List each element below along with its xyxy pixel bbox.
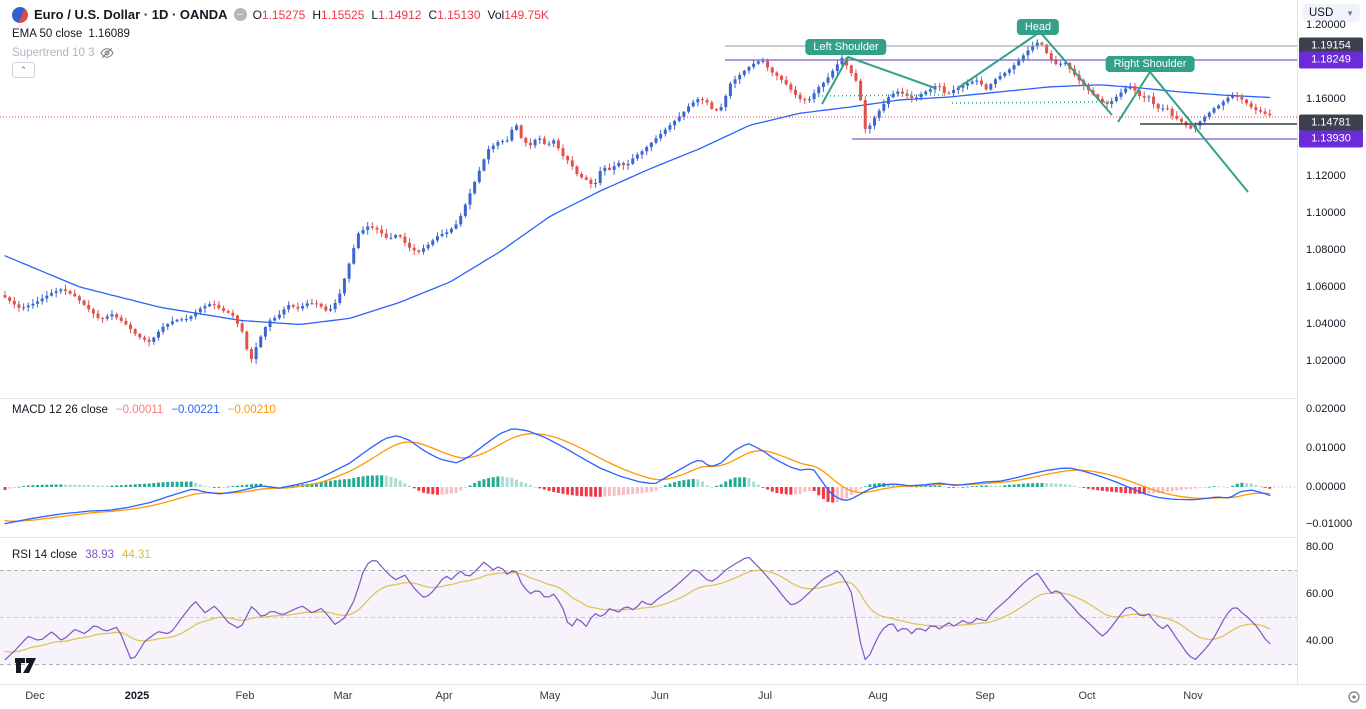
low-value: 1.14912 xyxy=(378,7,422,22)
price-axis[interactable] xyxy=(1297,0,1366,684)
open-label: O xyxy=(252,7,262,22)
macd-hist-value: −0.00011 xyxy=(115,404,164,416)
time-axis-label-feb: Feb xyxy=(235,690,255,702)
price-axis-tick: 1.10000 xyxy=(1306,207,1346,219)
price-axis-tick: 1.06000 xyxy=(1306,281,1346,293)
price-axis-tick: 1.20000 xyxy=(1306,19,1346,31)
time-axis-label-apr: Apr xyxy=(435,690,453,702)
price-level-label[interactable]: 1.19154 xyxy=(1299,37,1363,55)
price-axis-tick: 0.01000 xyxy=(1306,442,1346,454)
left-shoulder-badge[interactable]: Left Shoulder xyxy=(805,39,887,55)
macd-legend-row[interactable]: MACD 12 26 close −0.00011 −0.00221 −0.00… xyxy=(12,404,276,416)
tradingview-logo[interactable] xyxy=(14,655,40,675)
rsi-line xyxy=(4,556,1271,661)
time-axis-label-jun: Jun xyxy=(651,690,669,702)
time-axis-label-nov: Nov xyxy=(1183,690,1203,702)
currency-label: USD xyxy=(1309,7,1334,19)
price-axis-tick: 1.04000 xyxy=(1306,318,1346,330)
macd-line xyxy=(4,428,1271,525)
price-level-label[interactable]: 1.18249 xyxy=(1299,51,1363,69)
pane-divider-macd[interactable] xyxy=(0,398,1366,399)
volume-label: Vol xyxy=(487,7,505,22)
price-axis-currency-dropdown[interactable]: USD ▼ xyxy=(1303,4,1360,22)
ohlc-values: O1.15275 H1.15525 L1.14912 C1.15130 Vol1… xyxy=(253,8,549,22)
level-lines xyxy=(725,45,1297,140)
time-axis-label-aug: Aug xyxy=(868,690,888,702)
high-value: 1.15525 xyxy=(320,7,365,22)
time-axis-label-2025: 2025 xyxy=(124,690,150,702)
supertrend-legend-row[interactable]: Supertrend 10 3 xyxy=(12,43,549,62)
price-level-label[interactable]: 1.14781 xyxy=(1299,114,1363,132)
price-axis-tick: 0.02000 xyxy=(1306,403,1346,415)
price-axis-tick: 40.00 xyxy=(1306,635,1334,647)
symbol-title[interactable]: Euro / U.S. Dollar · 1D · OANDA xyxy=(34,7,228,22)
candles-layer xyxy=(3,39,1272,364)
price-axis-tick: 1.02000 xyxy=(1306,355,1346,367)
rsi-legend-label: RSI 14 close xyxy=(12,549,78,561)
chevron-down-icon: ▼ xyxy=(1346,8,1354,18)
head-badge[interactable]: Head xyxy=(1016,19,1060,35)
rsi-legend-row[interactable]: RSI 14 close 38.93 44.31 xyxy=(12,549,151,561)
rsi-value: 38.93 xyxy=(85,549,114,561)
price-axis-tick: 0.00000 xyxy=(1306,481,1346,493)
supertrend-legend-label: Supertrend 10 3 xyxy=(12,46,95,59)
high-label: H xyxy=(312,7,321,22)
volume-value: 149.75K xyxy=(504,7,549,22)
macd-legend-label: MACD 12 26 close xyxy=(12,404,108,416)
rsi-ma-value: 44.31 xyxy=(121,549,151,561)
price-axis-tick: 80.00 xyxy=(1306,541,1334,553)
time-axis[interactable] xyxy=(0,684,1366,709)
symbol-legend-row[interactable]: Euro / U.S. Dollar · 1D · OANDA – O1.152… xyxy=(12,5,549,24)
supertrend-dotted-segments xyxy=(817,94,1119,104)
open-value: 1.15275 xyxy=(261,7,306,22)
close-label: C xyxy=(428,7,438,22)
macd-signal-line xyxy=(4,433,1271,522)
close-value: 1.15130 xyxy=(437,7,481,22)
rsi-ma-line xyxy=(4,569,1271,653)
time-axis-label-dec: Dec xyxy=(25,690,45,702)
time-axis-label-mar: Mar xyxy=(333,690,353,702)
time-axis-label-jul: Jul xyxy=(757,690,773,702)
market-status-icon[interactable]: – xyxy=(233,8,247,21)
price-axis-tick: 1.12000 xyxy=(1306,170,1346,182)
time-axis-label-may: May xyxy=(539,690,561,702)
currency-pair-icon xyxy=(12,6,28,23)
ema-legend-value: 1.16089 xyxy=(88,27,130,40)
macd-line-value: −0.00221 xyxy=(171,404,220,416)
pane-divider-rsi[interactable] xyxy=(0,537,1366,538)
ema-legend-label: EMA 50 close xyxy=(12,27,83,40)
macd-signal-value: −0.00210 xyxy=(227,404,276,416)
low-label: L xyxy=(371,7,379,22)
scale-settings-icon[interactable] xyxy=(1348,691,1360,703)
ema-legend-row[interactable]: EMA 50 close 1.16089 xyxy=(12,24,549,43)
ema-line xyxy=(4,84,1271,326)
time-axis-label-sep: Sep xyxy=(975,690,995,702)
price-axis-tick: 1.08000 xyxy=(1306,244,1346,256)
price-axis-tick: 1.16000 xyxy=(1306,93,1346,105)
price-level-label[interactable]: 1.13930 xyxy=(1299,130,1363,148)
rsi-band xyxy=(0,570,1297,665)
visibility-off-icon[interactable] xyxy=(100,47,115,59)
collapse-legend-button[interactable]: ⌃ xyxy=(12,62,35,78)
time-axis-label-oct: Oct xyxy=(1078,690,1096,702)
price-axis-tick: −0.01000 xyxy=(1306,518,1353,530)
right-shoulder-badge[interactable]: Right Shoulder xyxy=(1105,56,1195,72)
price-axis-tick: 60.00 xyxy=(1306,588,1334,600)
symbol-legend: Euro / U.S. Dollar · 1D · OANDA – O1.152… xyxy=(12,5,549,62)
macd-pane xyxy=(3,475,1297,503)
